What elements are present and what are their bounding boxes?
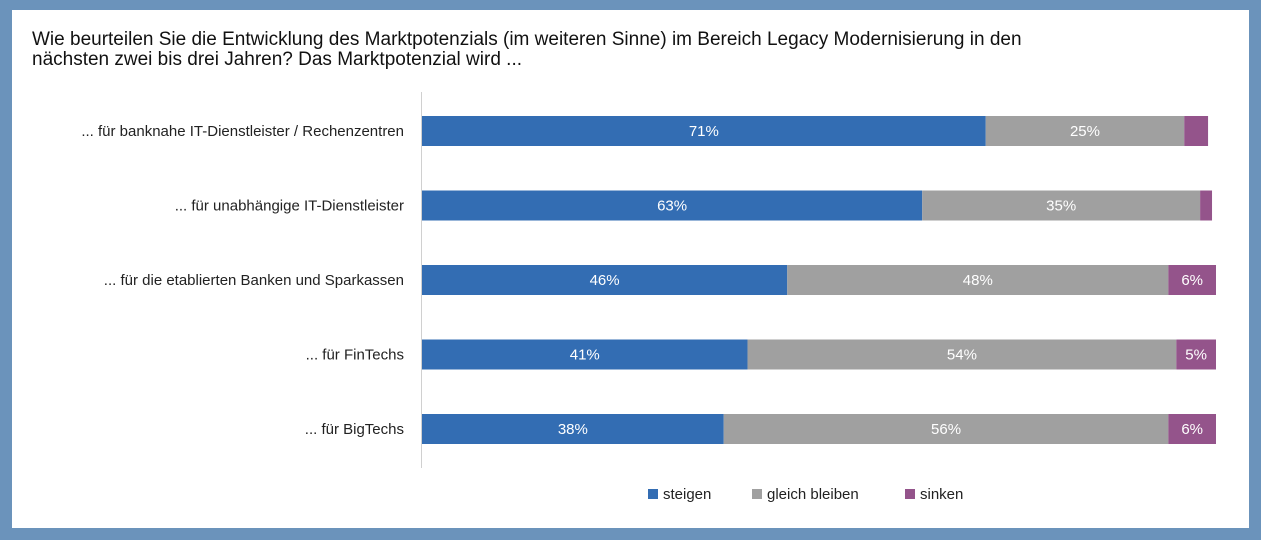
bar-steigen (422, 116, 986, 146)
legend-label-gleich-bleiben: gleich bleiben (767, 485, 859, 503)
data-label-gleich-bleiben: 48% (963, 272, 993, 289)
category-label: ... für unabhängige IT-Dienstleister (175, 198, 404, 215)
data-label-steigen: 71% (689, 123, 719, 140)
data-label-steigen: 38% (558, 421, 588, 438)
bar-steigen (422, 414, 724, 444)
bar-gleich-bleiben (787, 265, 1169, 295)
bar-sinken (1200, 190, 1213, 221)
legend-label-sinken: sinken (920, 485, 964, 503)
legend-item-steigen: steigen (648, 484, 711, 504)
category-label: ... für banknahe IT-Dienstleister / Rech… (81, 123, 404, 140)
category-label: ... für FinTechs (306, 347, 404, 364)
bar-sinken (1184, 116, 1209, 146)
bar-gleich-bleiben (985, 116, 1185, 146)
data-label-steigen: 63% (657, 198, 687, 215)
legend-item-sinken: sinken (905, 484, 963, 504)
bar-steigen (422, 190, 923, 221)
data-label-gleich-bleiben: 25% (1070, 123, 1100, 140)
data-label-sinken: 5% (1185, 347, 1207, 364)
bar-sinken (1176, 339, 1216, 370)
legend-label-steigen: steigen (663, 485, 712, 503)
legend-item-gleich-bleiben: gleich bleiben (752, 484, 859, 504)
bar-gleich-bleiben (922, 190, 1201, 221)
legend-swatch-sinken (905, 489, 915, 499)
data-label-sinken: 6% (1181, 272, 1203, 289)
data-label-gleich-bleiben: 35% (1046, 198, 1076, 215)
bar-gleich-bleiben (723, 414, 1169, 444)
stacked-bar-chart: ... für banknahe IT-Dienstleister / Rech… (81, 92, 1216, 468)
category-label: ... für BigTechs (305, 421, 404, 438)
chart-frame: Wie beurteilen Sie die Entwicklung des M… (12, 10, 1249, 528)
bar-steigen (422, 265, 788, 295)
data-label-steigen: 46% (590, 272, 620, 289)
legend-swatch-steigen (648, 489, 658, 499)
category-label: ... für die etablierten Banken und Spark… (104, 272, 404, 289)
chart-title-line-1: Wie beurteilen Sie die Entwicklung des M… (32, 29, 1022, 50)
data-label-sinken: 6% (1181, 421, 1203, 438)
data-label-gleich-bleiben: 56% (931, 421, 961, 438)
legend-swatch-gleich-bleiben (752, 489, 762, 499)
chart-title: Wie beurteilen Sie die Entwicklung des M… (32, 30, 1212, 70)
data-label-gleich-bleiben: 54% (947, 347, 977, 364)
bar-gleich-bleiben (747, 339, 1177, 370)
bar-sinken (1168, 265, 1216, 295)
chart-title-line-2: nächsten zwei bis drei Jahren? Das Markt… (32, 49, 523, 70)
bar-steigen (422, 339, 748, 370)
bar-sinken (1168, 414, 1216, 444)
data-label-steigen: 41% (570, 347, 600, 364)
